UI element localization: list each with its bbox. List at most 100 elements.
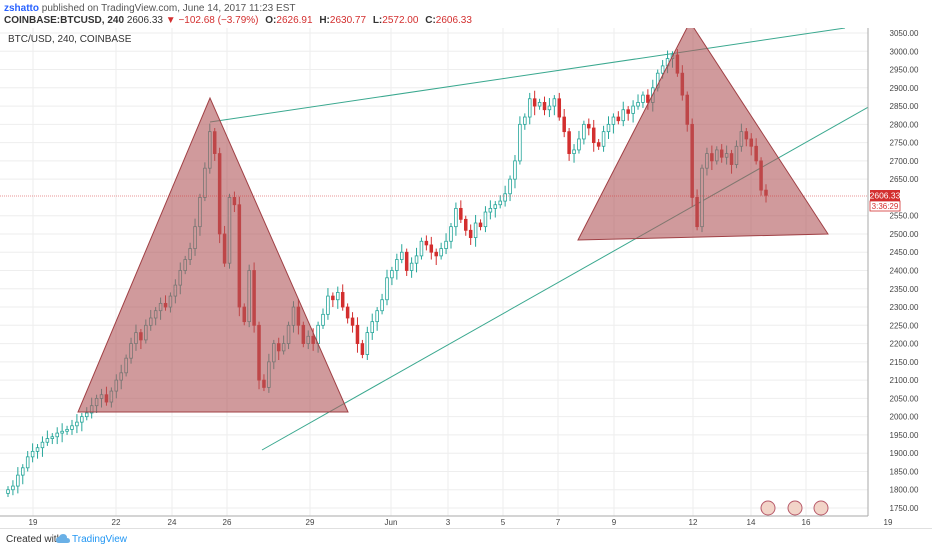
candle-body	[80, 416, 84, 423]
candle-body	[463, 218, 468, 231]
time-tick-label: 19	[884, 518, 893, 527]
candle-body	[340, 292, 345, 308]
candle-body	[326, 295, 330, 315]
candle-body	[30, 450, 35, 458]
candle-body	[646, 94, 650, 103]
candle-body	[6, 489, 10, 494]
price-tick-label: 2200.00	[890, 340, 919, 349]
low-value: 2572.00	[382, 15, 419, 26]
price-tick-label: 2850.00	[890, 102, 919, 111]
last-price: 2606.33	[126, 15, 163, 26]
candle-body	[400, 251, 404, 260]
candle-body	[631, 105, 635, 114]
pattern-triangles	[77, 28, 829, 413]
publish-line: zshatto published on TradingView.com, Ju…	[4, 3, 295, 14]
candle-body	[542, 102, 547, 111]
candle-body	[454, 207, 458, 228]
lower-trendline[interactable]	[261, 74, 926, 451]
candle-body	[50, 436, 55, 439]
upper-trendline[interactable]	[209, 28, 846, 123]
candle-body	[16, 474, 20, 487]
split-icon[interactable]	[813, 500, 829, 516]
price-tick-label: 2500.00	[890, 230, 919, 239]
event-icons	[760, 500, 829, 516]
time-tick-label: Jun	[385, 518, 398, 527]
candle-body	[641, 94, 645, 103]
time-tick-label: 5	[501, 518, 506, 527]
candle-body	[459, 207, 463, 220]
candle-body	[537, 102, 542, 107]
candle-body	[567, 131, 571, 154]
candle-body	[616, 116, 621, 122]
candle-body	[21, 467, 25, 476]
dividend-icon[interactable]	[760, 500, 776, 516]
price-tick-label: 2400.00	[890, 267, 919, 276]
chart-symbol-label: BTC/USD, 240, COINBASE	[8, 34, 132, 45]
candle-body	[404, 251, 409, 271]
tradingview-link[interactable]: TradingView	[72, 534, 128, 545]
candle-body	[65, 429, 69, 432]
candle-body	[582, 123, 586, 140]
high-label: H:	[319, 15, 330, 26]
time-tick-label: 16	[802, 518, 811, 527]
symbol-text: COINBASE:BTCUSD, 240	[4, 15, 125, 26]
candle-body	[493, 204, 498, 209]
price-axis-bg[interactable]	[868, 28, 932, 516]
left-triangle[interactable]	[77, 96, 349, 413]
time-tick-label: 26	[223, 518, 232, 527]
candle-body	[606, 123, 611, 133]
price-tick-label: 2750.00	[890, 139, 919, 148]
price-tick-label: 2250.00	[890, 321, 919, 330]
candle-body	[345, 306, 350, 319]
author-link[interactable]: zshatto	[4, 3, 39, 14]
time-axis: 19 22 24 26 29 Jun 3 5 7 9 12 14 16 19	[29, 518, 893, 527]
candle-body	[547, 105, 552, 111]
candle-body	[429, 244, 434, 253]
candle-body	[473, 222, 478, 239]
time-tick-label: 22	[112, 518, 121, 527]
price-tick-label: 2450.00	[890, 248, 919, 257]
candle-body	[523, 116, 527, 125]
tradingview-cloud-icon	[56, 534, 70, 543]
candle-body	[331, 295, 335, 301]
candle-body	[621, 109, 626, 122]
time-axis-bg[interactable]	[0, 516, 932, 528]
candle-body	[336, 292, 340, 301]
candle-body	[25, 456, 30, 469]
time-tick-label: 9	[612, 518, 617, 527]
time-tick-label: 19	[29, 518, 38, 527]
candle-body	[596, 142, 601, 147]
candle-body	[513, 160, 517, 180]
open-label: O:	[265, 15, 277, 26]
price-chart[interactable]: 1750.00 1800.00 1850.00 1900.00 1950.00 2000.…	[0, 28, 932, 528]
down-arrow-icon: ▼	[165, 15, 176, 26]
time-tick-label: 12	[689, 518, 698, 527]
candle-body	[503, 193, 507, 202]
candle-body	[611, 116, 616, 125]
candle-body	[60, 430, 64, 434]
time-tick-label: 3	[446, 518, 451, 527]
price-tick-label: 2150.00	[890, 358, 919, 367]
right-triangle[interactable]	[577, 28, 829, 241]
close-label: C:	[425, 15, 436, 26]
ohlc-line: COINBASE:BTCUSD, 240 2606.33 ▼ −102.68 (…	[4, 15, 476, 26]
time-tick-label: 29	[306, 518, 315, 527]
candle-body	[444, 240, 448, 249]
candle-body	[11, 485, 15, 491]
earnings-icon[interactable]	[787, 500, 803, 516]
grid	[0, 28, 889, 516]
chart-area[interactable]: 1750.00 1800.00 1850.00 1900.00 1950.00 2000.…	[0, 28, 932, 528]
candle-body	[390, 270, 394, 279]
bar-timer-text: 3:36:29	[872, 202, 899, 211]
candle-body	[626, 109, 630, 114]
candle-body	[572, 149, 576, 154]
price-tick-label: 1900.00	[890, 449, 919, 458]
candle-body	[527, 98, 532, 118]
candle-body	[321, 313, 325, 326]
published-text: published on TradingView.com, June 14, 2…	[41, 3, 296, 14]
last-price-tag-text: 2606.33	[870, 191, 901, 201]
last-price-tag: 2606.33 3:36:29	[869, 190, 901, 212]
candle-body	[478, 222, 483, 228]
candle-body	[532, 98, 537, 107]
price-tick-label: 2900.00	[890, 84, 919, 93]
